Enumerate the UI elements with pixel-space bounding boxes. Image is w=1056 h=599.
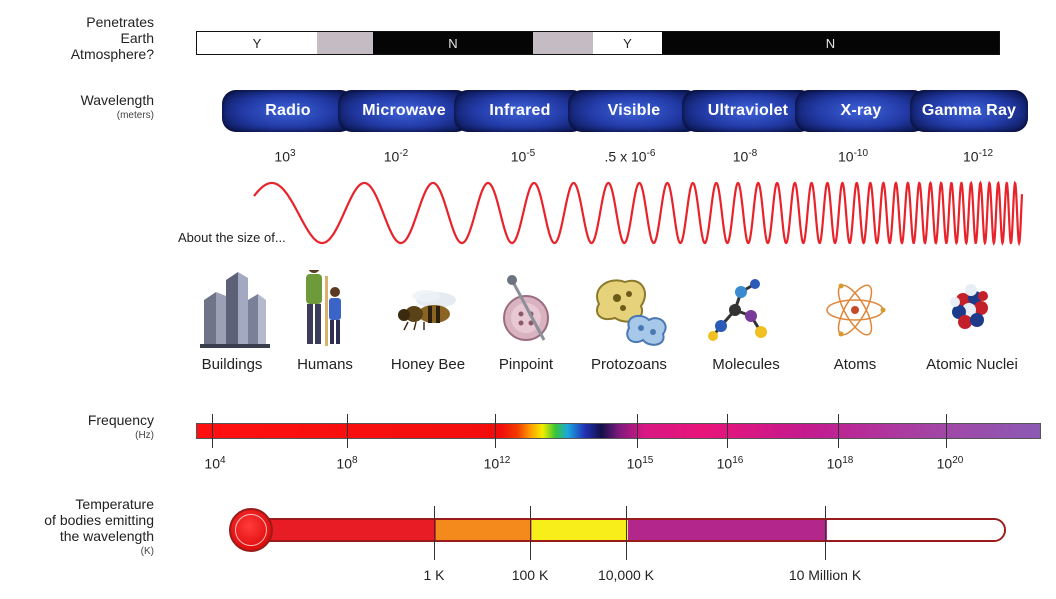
atmosphere-segment-yes: Y [197,32,317,54]
wavelength-label: Wavelength (meters) [20,92,154,124]
frequency-tick-label: 104 [204,455,226,472]
atmosphere-label-line: Earth [120,30,154,46]
temperature-label-line: of bodies emitting [44,512,154,528]
humans-icon [306,270,341,346]
wavelength-unit: (meters) [116,110,154,121]
frequency-tick-label: 1018 [826,455,854,472]
atoms-icon [826,283,886,337]
frequency-tick-label: 1015 [626,455,654,472]
temperature-unit: (K) [140,546,154,557]
wavelength-value: 10-12 [962,148,994,165]
atmosphere-label: Penetrates Earth Atmosphere? [20,14,154,62]
wavelength-value: 10-8 [732,148,758,165]
frequency-label: Frequency (Hz) [20,412,154,444]
temperature-tick [530,506,531,560]
wave-line [253,180,1024,247]
size-comparison-title: About the size of... [178,230,286,245]
atmosphere-segment-yes: Y [593,32,662,54]
temperature-tick [825,506,826,560]
thermometer-segment [436,520,532,540]
protozoans-icon [596,279,667,346]
atmosphere-label-line: Atmosphere? [70,46,154,62]
wavelength-title: Wavelength [80,92,154,108]
temperature-tick [626,506,627,560]
wavelength-value: 10-5 [510,148,536,165]
band-ultraviolet: Ultraviolet [682,90,814,132]
temperature-tick-label: 1 K [423,567,445,583]
frequency-tick [495,414,496,448]
thermometer-tube [250,518,1006,542]
thermometer-segment [252,520,436,540]
frequency-tick [347,414,348,448]
band-visible: Visible [568,90,700,132]
wavelength-value: .5 x 10-6 [604,148,656,165]
frequency-tick [838,414,839,448]
temperature-label-line: the wavelength [59,528,154,544]
atomic-nuclei-icon [950,284,988,329]
band-microwave: Microwave [338,90,470,132]
frequency-tick-label: 108 [336,455,358,472]
object-label: Protozoans [591,356,667,373]
atmosphere-segment-partial [317,32,373,54]
frequency-title: Frequency [87,412,154,428]
thermometer-segment [827,520,1004,540]
thermometer-bulb [229,508,273,552]
frequency-tick-label: 1020 [936,455,964,472]
temperature-tick-label: 100 K [511,567,549,583]
frequency-spectrum-bar [196,423,1041,439]
atmosphere-label-line: Penetrates [86,14,154,30]
atmosphere-segment-no: N [373,32,533,54]
temperature-tick-label: 10,000 K [597,567,655,583]
frequency-tick [637,414,638,448]
temperature-tick-label: 10 Million K [788,567,862,583]
thermometer-segment [628,520,827,540]
atmosphere-segment-no: N [662,32,999,54]
frequency-unit: (Hz) [135,430,154,441]
wavelength-value: 103 [274,148,296,165]
frequency-tick-label: 1016 [716,455,744,472]
buildings-icon [200,272,270,348]
band-infrared: Infrared [454,90,586,132]
band-gamma-ray: Gamma Ray [910,90,1028,132]
frequency-tick [212,414,213,448]
thermometer-segment [532,520,628,540]
molecules-icon [708,279,767,341]
honey-bee-icon [398,290,456,331]
object-label: Humans [297,356,353,373]
object-label: Buildings [201,356,263,373]
object-label: Atoms [833,356,877,373]
wavelength-value: 10-2 [383,148,409,165]
band-radio: Radio [222,90,354,132]
object-label: Atomic Nuclei [926,356,1018,373]
atmosphere-bar: Y N Y N [196,31,1000,55]
object-label: Molecules [712,356,780,373]
frequency-tick [946,414,947,448]
band-x-ray: X-ray [795,90,927,132]
object-label: Honey Bee [390,356,466,373]
temperature-label-line: Temperature [75,496,154,512]
object-label: Pinpoint [498,356,554,373]
atmosphere-segment-partial [533,32,593,54]
wavelength-value: 10-10 [837,148,869,165]
temperature-label: Temperature of bodies emitting the wavel… [0,496,154,560]
frequency-tick-label: 1012 [483,455,511,472]
temperature-tick [434,506,435,560]
pinpoint-icon [503,275,549,341]
frequency-tick [727,414,728,448]
